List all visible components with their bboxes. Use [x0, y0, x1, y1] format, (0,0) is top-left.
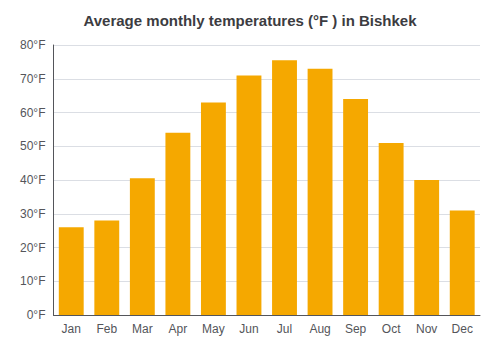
svg-text:80°F: 80°F — [20, 38, 45, 52]
svg-text:Oct: Oct — [382, 322, 401, 336]
svg-text:Average monthly temperatures (: Average monthly temperatures (°F ) in Bi… — [83, 12, 417, 29]
svg-text:10°F: 10°F — [20, 274, 45, 288]
svg-text:May: May — [202, 322, 225, 336]
svg-text:Sep: Sep — [345, 322, 367, 336]
svg-text:Jan: Jan — [62, 322, 81, 336]
svg-text:Mar: Mar — [132, 322, 153, 336]
svg-text:Apr: Apr — [169, 322, 188, 336]
svg-text:60°F: 60°F — [20, 106, 45, 120]
svg-text:Aug: Aug — [309, 322, 330, 336]
svg-text:Feb: Feb — [96, 322, 117, 336]
svg-text:0°F: 0°F — [27, 308, 46, 322]
svg-text:20°F: 20°F — [20, 241, 45, 255]
svg-text:Nov: Nov — [416, 322, 437, 336]
svg-text:30°F: 30°F — [20, 207, 45, 221]
svg-text:Jul: Jul — [277, 322, 292, 336]
svg-text:50°F: 50°F — [20, 139, 45, 153]
svg-text:Jun: Jun — [239, 322, 258, 336]
svg-text:40°F: 40°F — [20, 173, 45, 187]
svg-text:Dec: Dec — [452, 322, 473, 336]
svg-text:70°F: 70°F — [20, 72, 45, 86]
